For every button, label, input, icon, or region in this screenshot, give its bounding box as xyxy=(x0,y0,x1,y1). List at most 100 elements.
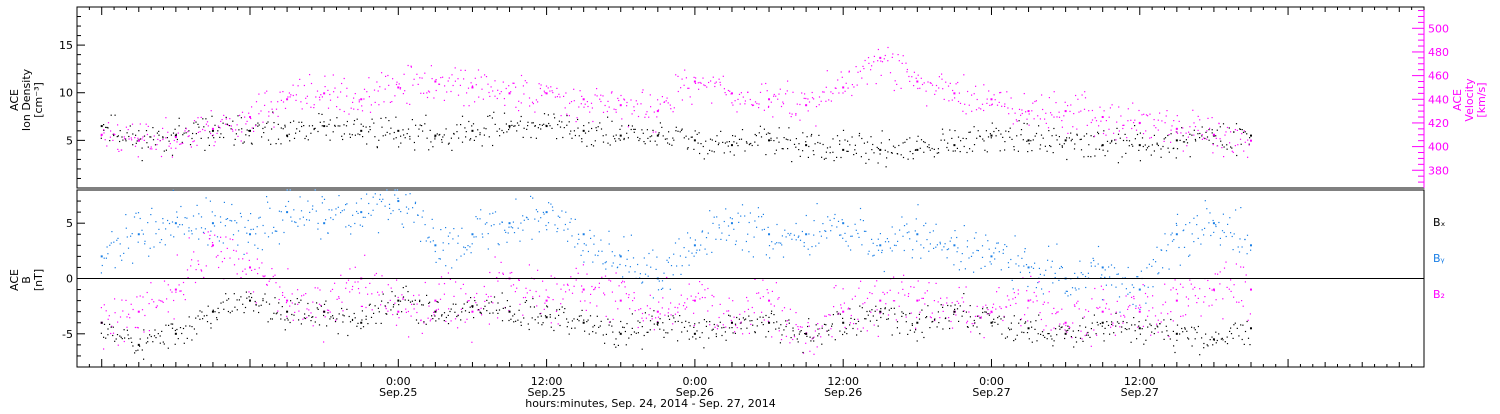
ion-density-sample xyxy=(1134,138,1136,140)
bx-sample xyxy=(1188,338,1190,340)
ion-density-sample xyxy=(643,141,645,143)
bx-sample xyxy=(381,300,383,302)
bz-sample xyxy=(532,296,534,298)
velocity-sample xyxy=(508,85,510,87)
velocity-sample xyxy=(1047,127,1050,129)
by-sample xyxy=(259,216,261,218)
bx-sample xyxy=(991,325,993,327)
bx-sample xyxy=(468,311,470,313)
ion-density-sample xyxy=(293,120,295,122)
by-sample xyxy=(1052,282,1054,284)
ion-density-sample xyxy=(884,149,886,151)
legend-entry: B₂ xyxy=(1433,288,1445,301)
ion-density-sample xyxy=(128,135,130,138)
bx-sample xyxy=(1065,330,1067,332)
velocity-sample xyxy=(212,134,214,136)
ion-density-sample xyxy=(847,140,849,142)
velocity-sample xyxy=(790,116,792,118)
ion-density-sample xyxy=(566,124,568,126)
by-sample xyxy=(422,210,424,212)
by-sample xyxy=(111,231,113,233)
by-sample xyxy=(574,218,576,220)
velocity-sample xyxy=(216,132,218,134)
by-sample xyxy=(578,238,580,240)
by-sample xyxy=(637,263,639,266)
ion-density-sample xyxy=(150,136,152,138)
velocity-sample xyxy=(404,90,406,92)
bx-sample xyxy=(265,301,268,303)
ion-density-sample xyxy=(136,140,138,142)
velocity-sample xyxy=(778,93,780,95)
bx-sample xyxy=(218,312,220,314)
ion-density-sample xyxy=(240,117,242,119)
ion-density-sample xyxy=(1233,131,1235,133)
by-sample xyxy=(1100,277,1102,279)
by-sample xyxy=(807,248,809,250)
bx-sample xyxy=(312,316,314,318)
bz-sample xyxy=(811,338,813,340)
ion-density-sample xyxy=(938,152,940,154)
velocity-sample xyxy=(610,92,613,94)
ion-density-sample xyxy=(205,118,207,120)
bz-sample xyxy=(389,299,391,301)
bz-sample xyxy=(264,275,266,277)
bx-point xyxy=(953,310,956,313)
by-sample xyxy=(689,237,691,239)
bz-sample xyxy=(1160,321,1162,323)
ion-density-sample xyxy=(301,121,303,123)
by-sample xyxy=(1097,263,1099,265)
velocity-sample xyxy=(287,96,289,98)
by-sample xyxy=(709,210,711,212)
by-sample xyxy=(881,249,883,251)
by-sample xyxy=(1179,264,1181,266)
velocity-sample xyxy=(1226,126,1229,129)
ion-density-sample xyxy=(1183,141,1186,143)
bx-sample xyxy=(419,299,421,301)
velocity-sample xyxy=(941,78,943,80)
by-sample xyxy=(761,216,763,218)
by-sample xyxy=(780,242,782,244)
velocity-sample xyxy=(168,145,170,147)
bx-sample xyxy=(532,298,534,300)
bx-sample xyxy=(762,316,764,318)
bx-sample xyxy=(979,333,981,335)
by-sample xyxy=(1223,231,1225,234)
bx-sample xyxy=(518,309,520,311)
bx-sample xyxy=(492,312,494,314)
by-sample xyxy=(592,261,594,263)
ion-density-sample xyxy=(233,144,235,146)
velocity-sample xyxy=(310,82,313,85)
ion-density-sample xyxy=(1117,162,1119,164)
bz-point xyxy=(693,299,696,302)
velocity-sample xyxy=(560,115,562,117)
ion-density-point xyxy=(434,134,437,137)
ion-density-point xyxy=(249,129,252,132)
by-sample xyxy=(256,226,258,228)
by-point xyxy=(211,222,214,225)
bz-sample xyxy=(550,275,552,277)
ion-density-sample xyxy=(551,127,553,129)
by-sample xyxy=(1097,245,1100,248)
by-sample xyxy=(881,251,883,254)
velocity-sample xyxy=(387,74,389,77)
by-sample xyxy=(803,245,805,247)
velocity-sample xyxy=(773,93,775,96)
bz-sample xyxy=(582,264,584,266)
bx-sample xyxy=(567,321,569,323)
by-sample xyxy=(928,250,930,252)
bx-sample xyxy=(541,324,543,326)
bz-sample xyxy=(291,302,293,304)
by-sample xyxy=(556,231,558,233)
bx-sample xyxy=(527,323,529,325)
ion-density-sample xyxy=(1208,129,1210,131)
bz-sample xyxy=(173,318,175,320)
bz-sample xyxy=(1122,322,1124,324)
bx-sample xyxy=(112,334,114,337)
by-sample xyxy=(1058,279,1060,281)
bz-sample xyxy=(180,290,182,292)
bz-sample xyxy=(736,327,738,329)
by-sample xyxy=(1210,234,1212,237)
ion-density-sample xyxy=(696,133,698,135)
velocity-sample xyxy=(581,95,583,97)
bz-sample xyxy=(1189,279,1191,281)
